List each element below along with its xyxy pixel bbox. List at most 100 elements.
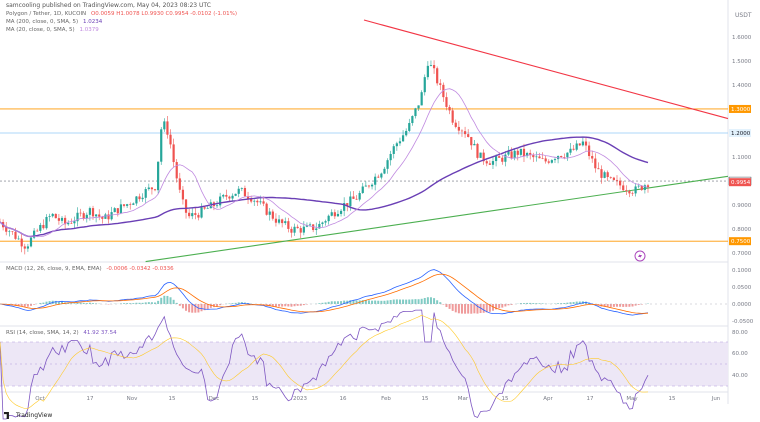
macd-histogram-bar <box>603 304 606 307</box>
candle-body <box>95 214 98 217</box>
macd-histogram-bar <box>287 304 290 307</box>
candle-body <box>14 231 17 239</box>
candle-body <box>637 185 640 187</box>
candle-body <box>153 189 157 191</box>
macd-histogram-bar <box>82 303 85 304</box>
candle-body <box>274 218 278 223</box>
y-tick-label: 1.4000 <box>732 83 752 89</box>
candle-body <box>343 203 346 211</box>
legend-ma-short-label: MA (20, close, 0, SMA, 5) <box>6 27 75 33</box>
candle-body <box>228 196 231 199</box>
candle-body <box>11 231 14 233</box>
candle-body <box>23 246 26 249</box>
macd-histogram-bar <box>321 302 324 304</box>
macd-histogram-bar <box>634 304 637 306</box>
candle-body <box>550 160 553 163</box>
macd-histogram-bar <box>566 302 569 304</box>
candle-body <box>163 121 166 130</box>
macd-histogram-bar <box>519 303 522 304</box>
candle-body <box>538 156 541 159</box>
candle-body <box>498 156 501 158</box>
x-tick-label: 15 <box>169 396 176 402</box>
candle-body <box>262 201 265 204</box>
candle-body <box>374 176 377 185</box>
candle-body <box>219 196 222 206</box>
candle-body <box>377 176 380 178</box>
candle-body <box>476 143 479 158</box>
candle-body <box>287 221 290 229</box>
candle-body <box>470 136 473 146</box>
macd-histogram-bar <box>491 304 494 311</box>
macd-histogram-bar <box>194 304 197 313</box>
candle-body <box>622 185 625 191</box>
macd-histogram-bar <box>439 302 442 304</box>
macd-histogram-bar <box>436 300 439 304</box>
candle-body <box>578 143 581 146</box>
macd-histogram-bar <box>454 304 457 313</box>
macd-histogram-bar <box>293 304 296 307</box>
macd-histogram-bar <box>625 304 628 307</box>
macd-histogram-bar <box>33 304 36 305</box>
macd-histogram-bar <box>299 304 302 306</box>
candle-body <box>215 205 219 207</box>
level-tag <box>729 178 751 187</box>
macd-histogram-bar <box>39 302 42 304</box>
candle-body <box>361 186 364 194</box>
candle-body <box>76 212 79 222</box>
macd-histogram-bar <box>129 303 132 304</box>
candle-body <box>439 83 442 85</box>
x-tick-label: Mar <box>458 396 469 402</box>
candle-body <box>417 105 420 109</box>
y-tick-label: 0.7000 <box>732 251 752 257</box>
macd-histogram-bar <box>352 300 355 304</box>
candle-body <box>160 129 163 162</box>
candle-body <box>181 189 185 200</box>
candle-body <box>603 172 606 178</box>
macd-histogram-bar <box>42 302 45 304</box>
candle-body <box>237 188 240 194</box>
candle-body <box>138 196 141 200</box>
candle-body <box>612 177 615 180</box>
macd-histogram-bar <box>302 304 305 306</box>
macd-histogram-bar <box>216 304 219 307</box>
macd-histogram-bar <box>615 304 618 307</box>
rsi-group <box>0 309 649 420</box>
candle-body <box>575 143 578 150</box>
candle-body <box>147 187 150 190</box>
candle-body <box>70 222 73 224</box>
macd-histogram-bar <box>402 299 405 304</box>
candle-body <box>485 161 488 164</box>
price-group <box>0 19 729 263</box>
macd-histogram-bar <box>135 302 138 304</box>
macd-histogram-bar <box>265 304 268 306</box>
macd-histogram-bar <box>200 304 203 312</box>
flash-icon[interactable] <box>634 250 646 262</box>
macd-histogram-bar <box>271 304 274 307</box>
tradingview-logo[interactable]: TradingView <box>4 412 52 419</box>
x-tick-label: Apr <box>543 396 553 402</box>
trendline-resistance <box>363 19 729 120</box>
macd-histogram-bar <box>532 303 535 304</box>
macd-histogram-bar <box>560 303 563 304</box>
x-tick-label: 17 <box>587 396 594 402</box>
macd-histogram-bar <box>318 303 321 304</box>
macd-histogram-bar <box>631 304 634 307</box>
candle-body <box>265 203 268 215</box>
macd-histogram-bar <box>538 303 541 304</box>
candle-body <box>386 160 389 169</box>
macd-histogram-bar <box>54 300 57 304</box>
candle-body <box>507 151 510 155</box>
candle-body <box>563 157 566 158</box>
macd-histogram-bar <box>420 298 423 304</box>
candle-body <box>48 216 51 217</box>
legend-rsi: RSI (14, close, SMA, 14, 2) 41.92 37.54 <box>6 330 120 336</box>
candle-body <box>188 212 191 217</box>
candle-body <box>305 225 309 227</box>
macd-histogram-bar <box>389 300 392 304</box>
candle-body <box>29 237 33 247</box>
macd-histogram-bar <box>612 304 615 307</box>
x-tick-label: May <box>626 396 638 402</box>
macd-histogram-bar <box>442 304 445 305</box>
macd-histogram-bar <box>510 304 513 305</box>
